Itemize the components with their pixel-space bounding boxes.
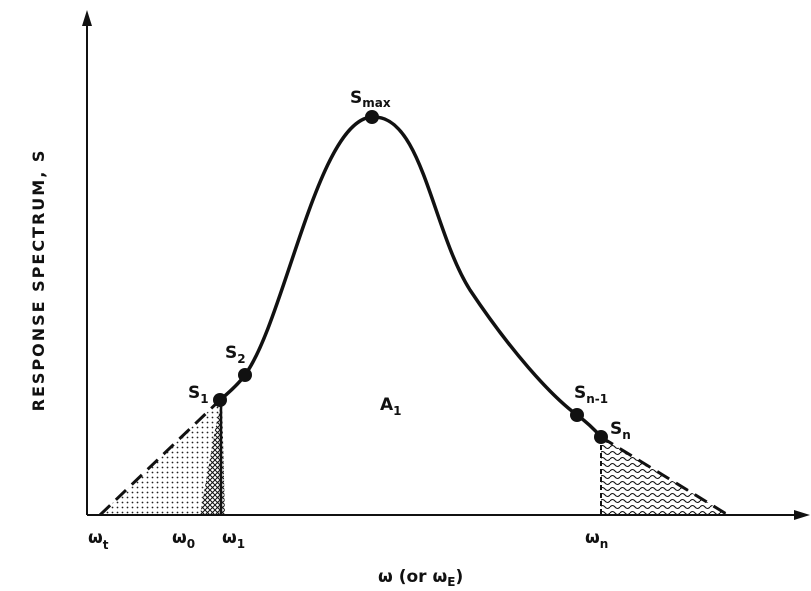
point-label: S1 <box>188 383 209 406</box>
point <box>238 368 252 382</box>
text-part: ω <box>222 528 237 548</box>
text-part: n <box>622 428 631 442</box>
text-part: t <box>103 538 109 552</box>
x-arrow <box>794 510 810 520</box>
text-part: ω (or ω <box>378 567 447 587</box>
text-part: ω <box>88 528 103 548</box>
text-part: n <box>600 537 609 551</box>
x-mark: ω0 <box>172 528 195 551</box>
text-part: n-1 <box>586 392 608 406</box>
point <box>594 430 608 444</box>
text-part: S <box>574 383 586 403</box>
point-label: Sn <box>610 419 631 442</box>
text-part: ) <box>455 567 463 587</box>
text-part: max <box>362 96 391 110</box>
text-part: S <box>225 343 237 363</box>
crosshatch-region <box>200 400 225 515</box>
point <box>365 110 379 124</box>
text-part: 0 <box>187 537 195 551</box>
x-mark: ωn <box>585 528 608 551</box>
text-part: E <box>447 575 455 589</box>
point-label: S2 <box>225 343 246 366</box>
text-part: S <box>188 383 200 403</box>
point <box>570 408 584 422</box>
text-part: 1 <box>200 392 208 406</box>
area-label: A1 <box>380 395 402 418</box>
y-arrow <box>82 10 92 26</box>
text-part: 2 <box>237 352 245 366</box>
text-part: ω <box>585 528 600 548</box>
point <box>213 393 227 407</box>
text-part: 1 <box>237 537 245 551</box>
dashed-line <box>98 398 222 517</box>
response-curve <box>218 115 603 439</box>
x-axis-label: ω (or ωE) <box>378 567 463 589</box>
text-part: S <box>350 88 362 108</box>
text-part: 1 <box>393 404 401 418</box>
text-part: A <box>380 395 394 415</box>
point-label: Sn-1 <box>574 383 608 406</box>
point-label: Smax <box>350 88 391 110</box>
text-part: ω <box>172 528 187 548</box>
x-mark: ω1 <box>222 528 245 551</box>
dashed-line <box>600 435 729 517</box>
x-mark: ωt <box>88 528 109 552</box>
text-part: S <box>610 419 622 439</box>
y-axis-label: RESPONSE SPECTRUM, S <box>29 149 48 412</box>
dotted-region <box>100 400 220 515</box>
